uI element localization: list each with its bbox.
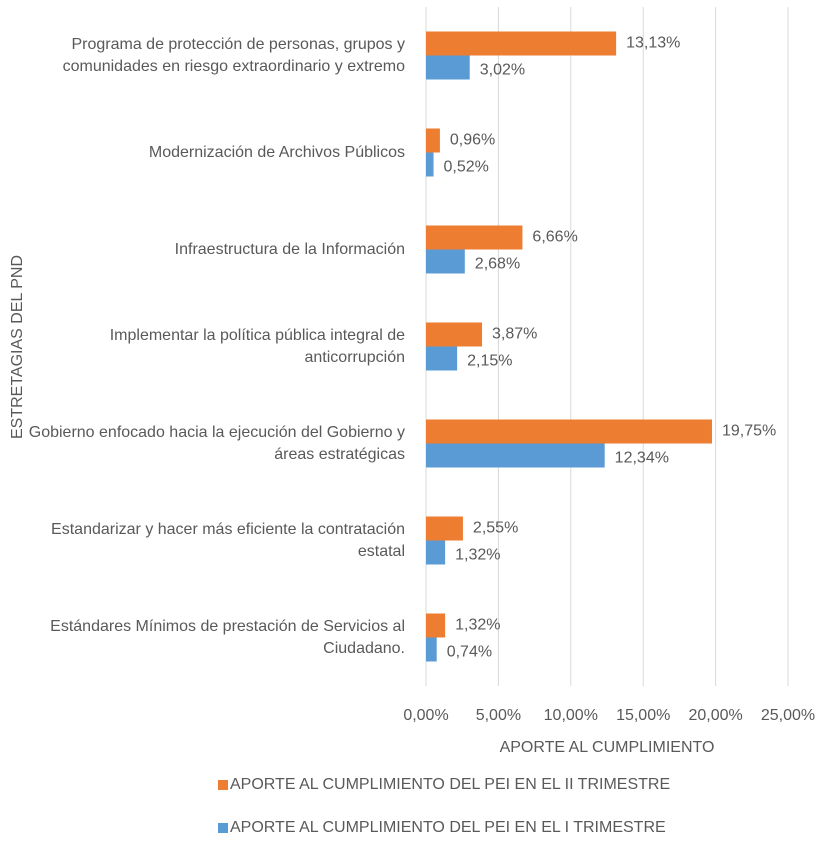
legend-label: APORTE AL CUMPLIMIENTO DEL PEI EN EL II … xyxy=(230,776,670,793)
x-tick-label: 5,00% xyxy=(476,707,521,724)
data-label: 2,55% xyxy=(473,520,518,537)
x-tick-label: 20,00% xyxy=(688,707,742,724)
y-tick-label: Estándares Mínimos de prestación de Serv… xyxy=(50,617,405,657)
x-tick-label: 10,00% xyxy=(544,707,598,724)
data-label: 13,13% xyxy=(626,35,680,52)
bar xyxy=(426,637,437,662)
y-tick-label: Estandarizar y hacer más eficiente la co… xyxy=(51,520,405,560)
y-tick-label: Infraestructura de la Información xyxy=(174,240,405,258)
data-label: 0,96% xyxy=(450,132,495,149)
data-label: 19,75% xyxy=(722,423,776,440)
data-label: 3,02% xyxy=(480,62,525,79)
y-tick-label: Modernización de Archivos Públicos xyxy=(148,143,405,161)
y-tick-label: Programa de protección de personas, grup… xyxy=(62,35,405,75)
y-axis-title: ESTRETAGIAS DEL PND xyxy=(9,255,26,439)
data-label: 2,15% xyxy=(467,353,512,370)
data-label: 0,74% xyxy=(447,644,492,661)
data-label: 6,66% xyxy=(532,229,577,246)
bar xyxy=(426,540,446,565)
data-label: 12,34% xyxy=(615,450,669,467)
x-tick-label: 25,00% xyxy=(761,707,815,724)
data-label: 3,87% xyxy=(492,326,537,343)
x-axis-title: APORTE AL CUMPLIMIENTO xyxy=(500,739,715,756)
x-tick-label: 15,00% xyxy=(616,707,670,724)
data-label: 1,32% xyxy=(455,617,500,634)
x-tick-label: 0,00% xyxy=(403,707,448,724)
bar xyxy=(426,128,440,153)
bar xyxy=(426,249,465,274)
bar xyxy=(426,152,434,177)
bar xyxy=(426,516,463,541)
legend-swatch xyxy=(218,823,228,833)
data-label: 0,52% xyxy=(444,159,489,176)
legend-label: APORTE AL CUMPLIMIENTO DEL PEI EN EL I T… xyxy=(230,819,666,836)
bar xyxy=(426,225,523,250)
data-label: 2,68% xyxy=(475,256,520,273)
bar xyxy=(426,346,458,371)
data-label: 1,32% xyxy=(455,547,500,564)
legend-swatch xyxy=(218,780,228,790)
y-tick-label: Gobierno enfocado hacia la ejecución del… xyxy=(28,423,405,463)
bar xyxy=(426,419,712,444)
bar xyxy=(426,443,605,468)
bar xyxy=(426,31,617,56)
bar xyxy=(426,55,470,80)
bar xyxy=(426,322,483,347)
bar xyxy=(426,613,446,638)
y-tick-label: Implementar la política pública integral… xyxy=(109,326,405,366)
